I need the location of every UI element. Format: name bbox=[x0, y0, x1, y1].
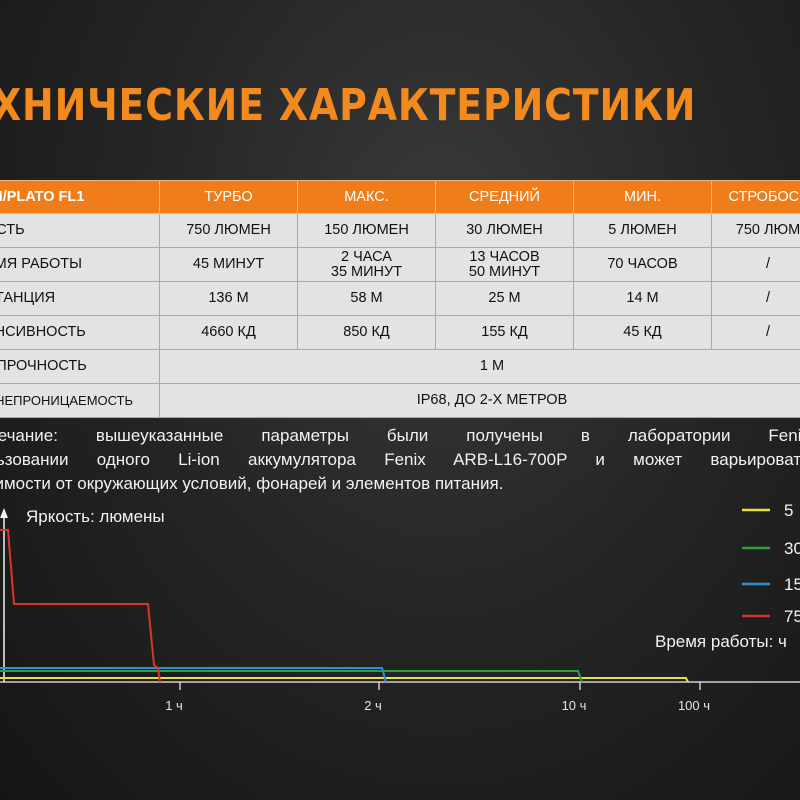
note-line: мечание: вышеуказанные параметры были по… bbox=[0, 426, 800, 445]
page-title: ХНИЧЕСКИЕ ХАРАКТЕРИСТИКИ bbox=[0, 80, 697, 131]
header-max: МАКС. bbox=[297, 180, 436, 214]
runtime-chart: 1 ч 2 ч 10 ч 100 ч 5 30 15 75 bbox=[0, 501, 800, 713]
table-row: СТАНЦИЯ 136 М 58 М 25 М 14 М / bbox=[0, 281, 800, 316]
header-medium: СРЕДНИЙ bbox=[435, 180, 574, 214]
table-cell: / bbox=[711, 315, 800, 350]
table-cell: 70 ЧАСОВ bbox=[573, 247, 712, 282]
table-cell: 150 ЛЮМЕН bbox=[297, 213, 436, 248]
table-cell: 45 КД bbox=[573, 315, 712, 350]
table-cell: 850 КД bbox=[297, 315, 436, 350]
row-label-brightness: ОСТЬ bbox=[0, 213, 160, 248]
header-turbo: ТУРБО bbox=[159, 180, 298, 214]
table-cell: / bbox=[711, 281, 800, 316]
table-cell: 58 М bbox=[297, 281, 436, 316]
header-model: SI/PLATO FL1 bbox=[0, 180, 160, 214]
table-cell: / bbox=[711, 247, 800, 282]
note-line: льзовании одного Li-ion аккумулятора Fen… bbox=[0, 450, 800, 469]
table-row: ОСТЬ 750 ЛЮМЕН 150 ЛЮМЕН 30 ЛЮМЕН 5 ЛЮМЕ… bbox=[0, 213, 800, 248]
table-row: ОНЕПРОНИЦАЕМОСТЬ IP68, ДО 2-Х МЕТРОВ bbox=[0, 383, 800, 418]
note-line: симости от окружающих условий, фонарей и… bbox=[0, 474, 504, 493]
legend-label: 30 bbox=[784, 539, 800, 558]
table-cell: 14 М bbox=[573, 281, 712, 316]
table-header-row: SI/PLATO FL1 ТУРБО МАКС. СРЕДНИЙ МИН. СТ… bbox=[0, 180, 800, 214]
table-cell: 2 ЧАСА 35 МИНУТ bbox=[297, 247, 436, 282]
row-label-runtime: ЕМЯ РАБОТЫ bbox=[0, 247, 160, 282]
x-tick-label: 10 ч bbox=[562, 698, 587, 713]
table-cell: 750 ЛЮМЕН bbox=[159, 213, 298, 248]
chart-y-axis-label: Яркость: люмены bbox=[26, 507, 165, 526]
table-cell: 13 ЧАСОВ 50 МИНУТ bbox=[435, 247, 574, 282]
chart-x-axis-label: Время работы: ч bbox=[655, 632, 787, 651]
row-label-intensity: ЕНСИВНОСТЬ bbox=[0, 315, 160, 350]
spec-table: SI/PLATO FL1 ТУРБО МАКС. СРЕДНИЙ МИН. СТ… bbox=[0, 180, 800, 418]
x-tick-label: 2 ч bbox=[364, 698, 382, 713]
legend-label: 15 bbox=[784, 575, 800, 594]
note-text: мечание: вышеуказанные параметры были по… bbox=[0, 424, 800, 496]
table-row: ЕНСИВНОСТЬ 4660 КД 850 КД 155 КД 45 КД / bbox=[0, 315, 800, 350]
x-tick-label: 100 ч bbox=[678, 698, 710, 713]
header-strobe: СТРОБОСК bbox=[711, 180, 800, 214]
table-cell-impact: 1 М bbox=[159, 349, 800, 384]
header-min: МИН. bbox=[573, 180, 712, 214]
legend-label: 5 bbox=[784, 501, 793, 520]
series-line-5 bbox=[0, 677, 689, 683]
table-cell: 136 М bbox=[159, 281, 298, 316]
row-label-impact: ОПРОЧНОСТЬ bbox=[0, 349, 160, 384]
table-cell: 4660 КД bbox=[159, 315, 298, 350]
y-axis-arrow-icon bbox=[0, 508, 8, 518]
legend-label: 75 bbox=[784, 607, 800, 626]
table-cell: 45 МИНУТ bbox=[159, 247, 298, 282]
table-cell: 5 ЛЮМЕН bbox=[573, 213, 712, 248]
table-cell: 750 ЛЮМ bbox=[711, 213, 800, 248]
series-line-15 bbox=[0, 667, 387, 683]
x-tick-label: 1 ч bbox=[165, 698, 183, 713]
row-label-distance: СТАНЦИЯ bbox=[0, 281, 160, 316]
series-line-30 bbox=[0, 670, 583, 683]
series-line-75 bbox=[0, 529, 161, 683]
table-cell: 25 М bbox=[435, 281, 574, 316]
table-cell-waterproof: IP68, ДО 2-Х МЕТРОВ bbox=[159, 383, 800, 418]
table-cell: 30 ЛЮМЕН bbox=[435, 213, 574, 248]
row-label-waterproof: ОНЕПРОНИЦАЕМОСТЬ bbox=[0, 383, 160, 418]
table-row: ОПРОЧНОСТЬ 1 М bbox=[0, 349, 800, 384]
table-cell: 155 КД bbox=[435, 315, 574, 350]
table-row: ЕМЯ РАБОТЫ 45 МИНУТ 2 ЧАСА 35 МИНУТ 13 Ч… bbox=[0, 247, 800, 282]
